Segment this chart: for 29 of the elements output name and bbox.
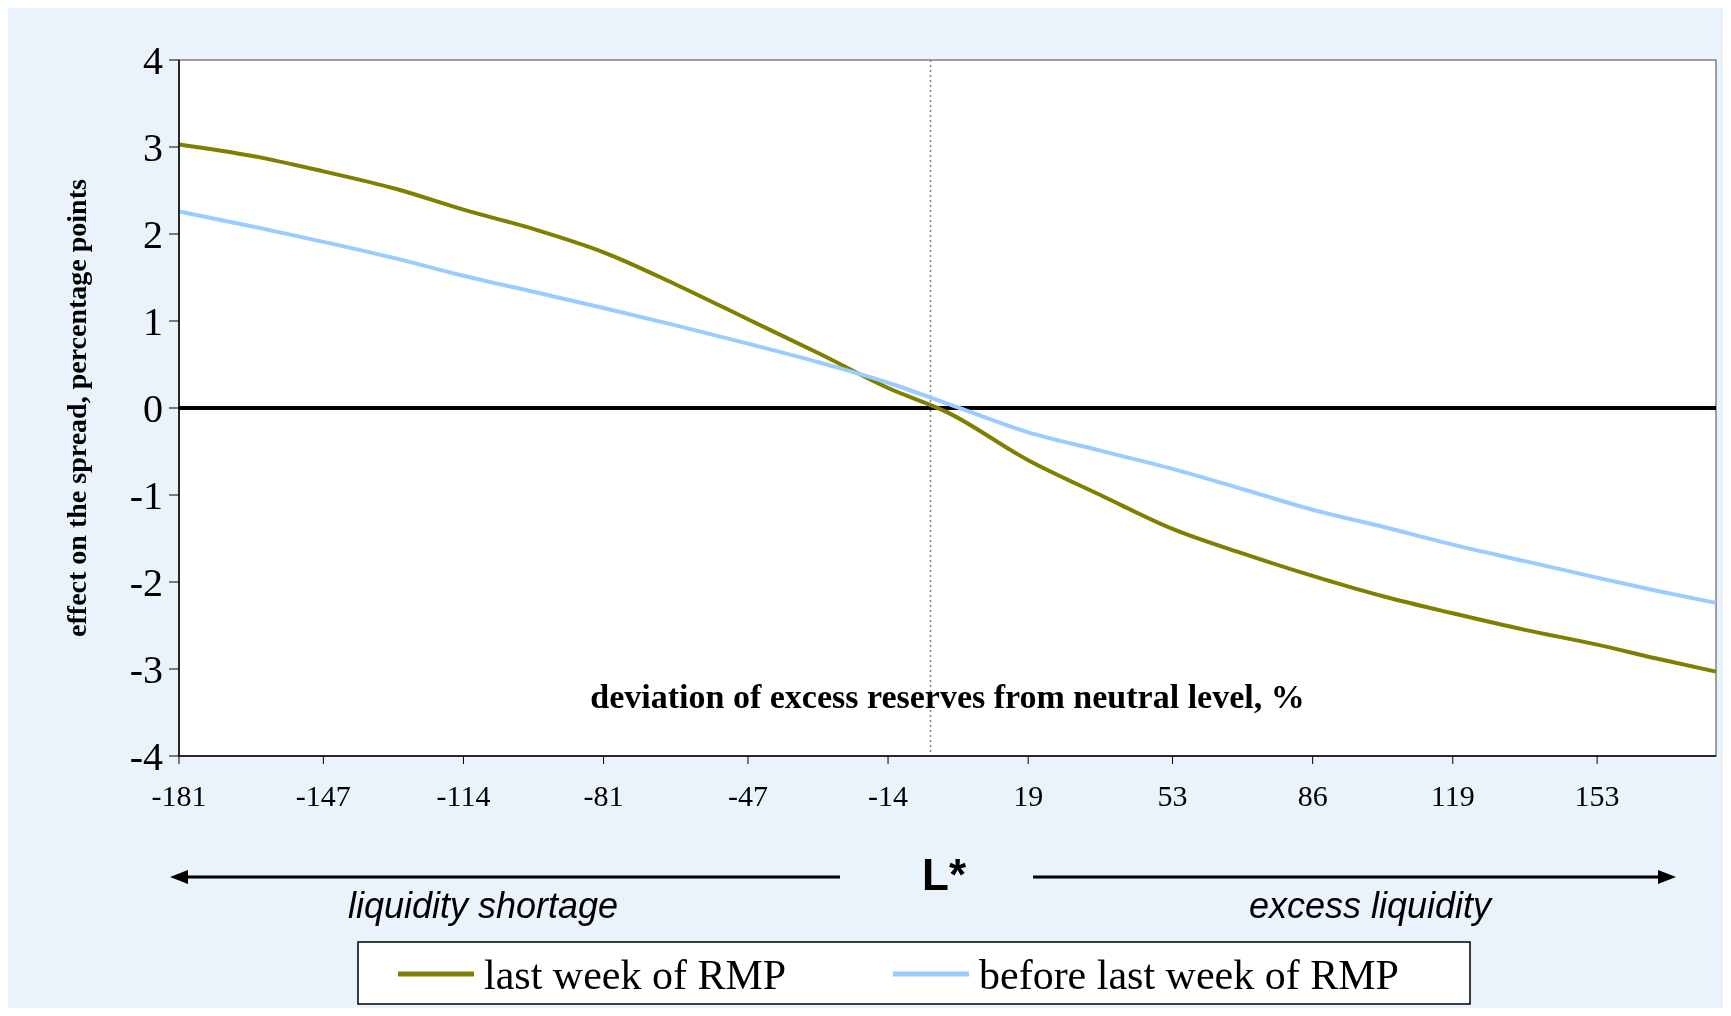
text: excess liquidity: [1248, 885, 1494, 926]
x-tick-label: -147: [295, 779, 351, 812]
y-tick-label: 4: [143, 38, 163, 83]
y-tick-label: -3: [129, 647, 163, 692]
y-tick-label: 3: [143, 125, 163, 170]
x-axis-title: deviation of excess reserves from neutral level, %: [590, 678, 1305, 716]
line-series: [177, 209, 1718, 605]
y-tick-label: -1: [129, 473, 163, 518]
y-tick-label: 1: [143, 299, 163, 344]
y-tick-label: 2: [143, 212, 163, 257]
line-series: [177, 142, 1718, 674]
text: L*: [922, 850, 967, 899]
x-tick-label: -14: [868, 779, 909, 812]
x-tick-label: -47: [727, 779, 768, 812]
x-tick-label: 19: [1013, 779, 1044, 812]
text: liquidity shortage: [347, 885, 619, 926]
x-tick-label: 119: [1430, 779, 1475, 812]
x-tick-label: -114: [436, 779, 491, 812]
x-tick-label: -81: [583, 779, 624, 812]
y-tick-label: -4: [129, 734, 163, 779]
y-axis-title: effect on the spread, percentage points: [61, 179, 92, 637]
x-tick-label: 86: [1297, 779, 1328, 812]
legend-label: before last week of RMP: [979, 951, 1399, 998]
y-tick-label: 0: [143, 386, 163, 431]
x-tick-label: 53: [1157, 779, 1188, 812]
legend-label: last week of RMP: [484, 951, 787, 998]
x-tick-label: -181: [151, 779, 207, 812]
x-tick-label: 153: [1574, 779, 1620, 812]
y-tick-label: -2: [129, 560, 163, 605]
